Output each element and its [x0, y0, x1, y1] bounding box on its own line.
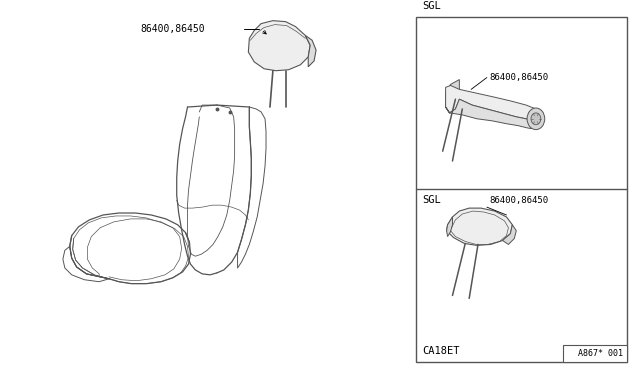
Polygon shape — [502, 225, 516, 244]
Polygon shape — [447, 217, 452, 237]
Polygon shape — [445, 99, 538, 129]
Ellipse shape — [527, 108, 545, 129]
Polygon shape — [248, 21, 310, 71]
Polygon shape — [445, 80, 460, 113]
Ellipse shape — [531, 113, 541, 125]
Text: 86400,86450: 86400,86450 — [490, 73, 549, 82]
Polygon shape — [447, 208, 513, 246]
Bar — [563, 344, 627, 362]
Text: A867* 001: A867* 001 — [579, 349, 623, 358]
Text: SGL: SGL — [422, 1, 441, 11]
Text: SGL: SGL — [422, 195, 441, 205]
Bar — [416, 17, 627, 362]
Text: 86400,86450: 86400,86450 — [140, 25, 205, 35]
Polygon shape — [445, 86, 538, 121]
Polygon shape — [305, 35, 316, 67]
Text: 86400,86450: 86400,86450 — [490, 196, 549, 205]
Text: CA18ET: CA18ET — [422, 346, 460, 356]
